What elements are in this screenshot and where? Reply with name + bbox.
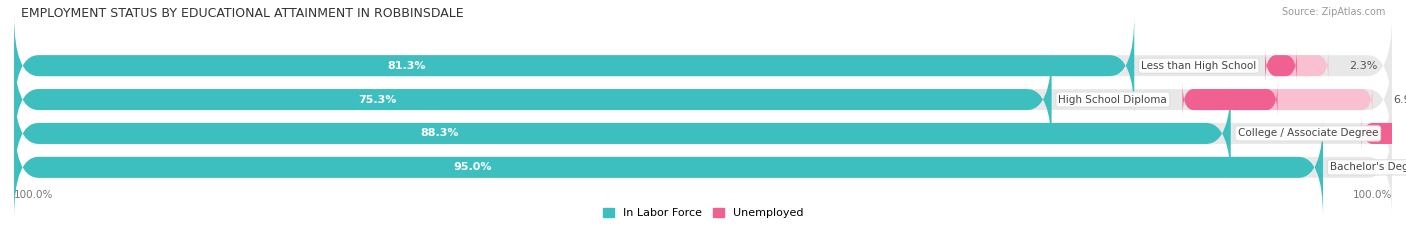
Legend: In Labor Force, Unemployed: In Labor Force, Unemployed <box>598 203 808 223</box>
FancyBboxPatch shape <box>14 15 1392 116</box>
Text: Bachelor's Degree or higher: Bachelor's Degree or higher <box>1330 162 1406 172</box>
Text: 95.0%: 95.0% <box>453 162 492 172</box>
FancyBboxPatch shape <box>14 49 1392 150</box>
FancyBboxPatch shape <box>1361 117 1406 150</box>
FancyBboxPatch shape <box>1361 117 1406 150</box>
FancyBboxPatch shape <box>1265 49 1329 82</box>
Text: High School Diploma: High School Diploma <box>1059 95 1167 105</box>
Text: Source: ZipAtlas.com: Source: ZipAtlas.com <box>1281 7 1385 17</box>
FancyBboxPatch shape <box>14 83 1230 184</box>
Text: 6.9%: 6.9% <box>1393 95 1406 105</box>
FancyBboxPatch shape <box>1182 83 1372 116</box>
Text: 100.0%: 100.0% <box>1353 190 1392 200</box>
FancyBboxPatch shape <box>14 49 1052 150</box>
Text: 100.0%: 100.0% <box>14 190 53 200</box>
Text: 75.3%: 75.3% <box>359 95 396 105</box>
Text: College / Associate Degree: College / Associate Degree <box>1237 128 1378 138</box>
Text: 81.3%: 81.3% <box>387 61 426 71</box>
Text: EMPLOYMENT STATUS BY EDUCATIONAL ATTAINMENT IN ROBBINSDALE: EMPLOYMENT STATUS BY EDUCATIONAL ATTAINM… <box>21 7 464 20</box>
FancyBboxPatch shape <box>14 15 1135 116</box>
FancyBboxPatch shape <box>14 117 1392 218</box>
Text: 2.3%: 2.3% <box>1350 61 1378 71</box>
FancyBboxPatch shape <box>14 117 1323 218</box>
FancyBboxPatch shape <box>14 83 1392 184</box>
FancyBboxPatch shape <box>1265 49 1296 82</box>
Text: 88.3%: 88.3% <box>420 128 460 138</box>
FancyBboxPatch shape <box>1182 83 1278 116</box>
Text: Less than High School: Less than High School <box>1142 61 1257 71</box>
